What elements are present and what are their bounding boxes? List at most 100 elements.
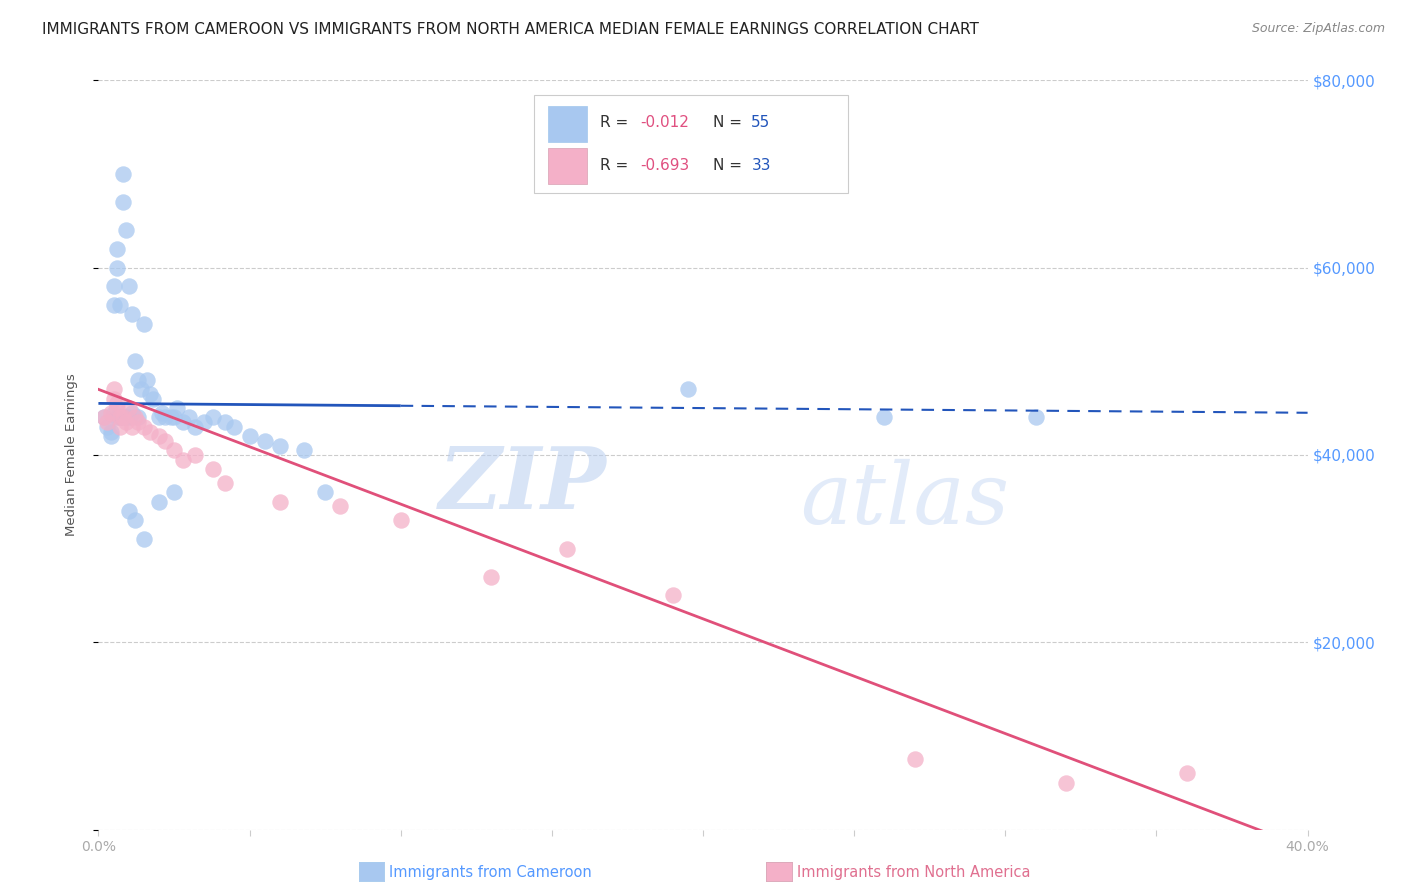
Point [103,279,125,293]
Point [114,415,136,429]
Point [96,415,118,429]
Point [193,415,215,429]
Text: -0.693: -0.693 [640,158,689,173]
Text: Immigrants from Cameroon: Immigrants from Cameroon [389,865,592,880]
Text: R =: R = [600,158,633,173]
Point [139,387,162,401]
Point [148,410,170,425]
Point [93,410,115,425]
Point [172,415,194,429]
Point [904,752,927,766]
Point [253,434,276,448]
Text: Source: ZipAtlas.com: Source: ZipAtlas.com [1251,22,1385,36]
Point [1024,410,1046,425]
Point [163,443,186,458]
Point [389,514,412,528]
Text: 55: 55 [751,115,770,129]
Point [114,410,136,425]
Point [127,415,149,429]
Point [153,434,176,448]
Point [160,410,183,425]
FancyBboxPatch shape [534,95,848,193]
Point [103,392,125,406]
Point [121,406,143,420]
Point [118,401,141,416]
Point [166,401,188,416]
Point [555,541,578,556]
Point [105,260,128,275]
Point [118,504,141,518]
Point [124,410,146,425]
Point [132,317,155,331]
Point [118,279,141,293]
Point [108,298,131,312]
Point [127,410,149,425]
Text: 33: 33 [751,158,770,173]
Point [224,420,246,434]
Point [873,410,896,425]
Text: ZIP: ZIP [439,443,606,526]
Text: -0.012: -0.012 [640,115,689,129]
Point [111,410,134,425]
Point [111,195,134,210]
Point [1175,766,1198,780]
Point [124,514,146,528]
Point [148,429,170,443]
Point [105,410,128,425]
Point [118,410,141,425]
Point [292,443,315,458]
Point [108,410,131,425]
Point [129,382,152,396]
Point [96,420,118,434]
Point [269,439,291,453]
Point [111,410,134,425]
FancyBboxPatch shape [548,148,586,184]
Point [239,429,262,443]
Point [100,425,122,439]
Point [105,242,128,256]
Point [329,500,352,514]
Point [135,373,157,387]
Point [150,406,173,420]
Text: Immigrants from North America: Immigrants from North America [797,865,1031,880]
Point [153,410,176,425]
Point [103,382,125,396]
Text: R =: R = [600,115,633,129]
Point [127,373,149,387]
Point [163,485,186,500]
Point [202,410,225,425]
Point [179,410,201,425]
Point [132,420,155,434]
Point [214,476,236,491]
Point [163,410,186,425]
Point [1054,776,1077,790]
Text: IMMIGRANTS FROM CAMEROON VS IMMIGRANTS FROM NORTH AMERICA MEDIAN FEMALE EARNINGS: IMMIGRANTS FROM CAMEROON VS IMMIGRANTS F… [42,22,979,37]
Point [103,298,125,312]
Point [202,462,225,476]
Point [121,420,143,434]
Point [114,223,136,237]
Point [100,429,122,443]
Point [121,307,143,321]
Point [148,494,170,508]
Text: N =: N = [713,115,747,129]
Point [108,420,131,434]
Point [105,396,128,410]
Point [314,485,336,500]
FancyBboxPatch shape [548,106,586,142]
Point [676,382,699,396]
Point [108,410,131,425]
Point [105,401,128,416]
Point [269,494,291,508]
Point [132,532,155,546]
Point [103,406,125,420]
Point [139,425,162,439]
Point [100,406,122,420]
Point [214,415,236,429]
Point [184,420,207,434]
Point [93,410,115,425]
Point [111,167,134,181]
Point [481,570,503,584]
Point [661,589,683,603]
Point [142,392,165,406]
